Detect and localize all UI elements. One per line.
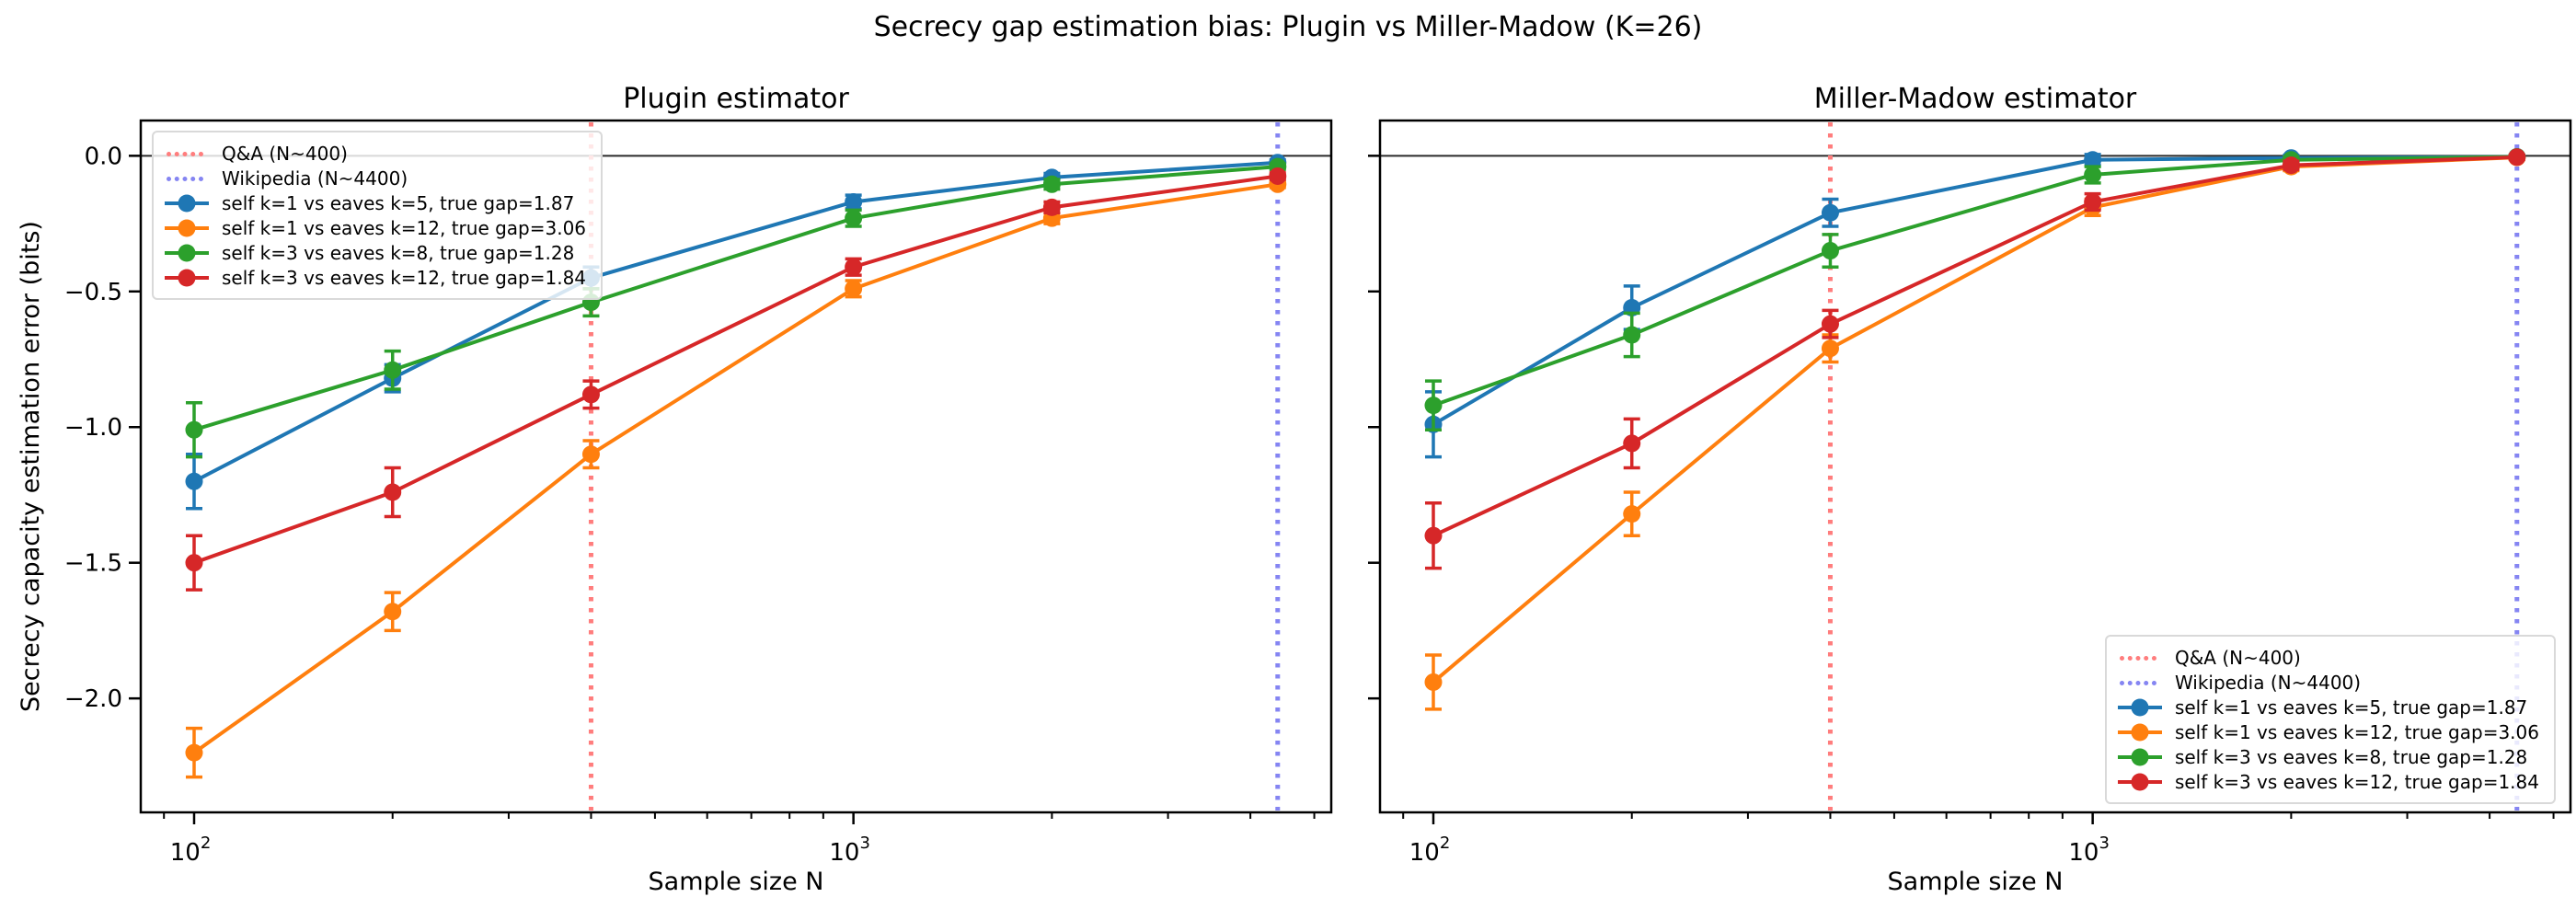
- x-axis-tick-label: 103: [2068, 834, 2110, 867]
- legend-entry: self k=3 vs eaves k=8, true gap=1.28: [165, 240, 586, 265]
- data-point-marker: [1042, 175, 1061, 193]
- legend-entry-label: self k=3 vs eaves k=12, true gap=1.84: [222, 266, 587, 289]
- legend-entry: Q&A (N~400): [165, 141, 586, 166]
- x-axis-label: Sample size N: [1888, 868, 2064, 896]
- data-point-marker: [845, 192, 863, 211]
- data-point-marker: [2282, 156, 2300, 175]
- data-point-marker: [1821, 203, 1839, 222]
- legend-entry-label: Wikipedia (N~4400): [222, 167, 408, 190]
- y-axis-tick-label: −1.0: [64, 414, 122, 442]
- legend-entry: self k=3 vs eaves k=12, true gap=1.84: [2117, 769, 2539, 794]
- series-line: [1432, 155, 2517, 684]
- figure-suptitle: Secrecy gap estimation bias: Plugin vs M…: [873, 11, 1703, 43]
- legend-entry: self k=3 vs eaves k=8, true gap=1.28: [2117, 744, 2539, 769]
- dotted-line-swatch-icon: [2118, 649, 2162, 667]
- data-point-marker: [1623, 434, 1641, 453]
- series-line: [1432, 155, 2517, 427]
- legend-entry: Wikipedia (N~4400): [2118, 670, 2539, 695]
- series-line: [1432, 155, 2517, 408]
- data-point-marker: [2508, 148, 2526, 167]
- data-point-marker: [185, 472, 203, 490]
- data-point-marker: [185, 420, 203, 439]
- legend-entry-label: Q&A (N~400): [222, 142, 348, 165]
- x-axis-tick-label: 102: [170, 834, 212, 867]
- panel-title: Plugin estimator: [623, 83, 849, 115]
- legend-entry: self k=1 vs eaves k=12, true gap=3.06: [2117, 719, 2539, 744]
- legend-entry-label: self k=3 vs eaves k=8, true gap=1.28: [222, 241, 575, 264]
- data-point-marker: [581, 385, 600, 404]
- x-axis-tick-label: 102: [1409, 834, 1451, 867]
- data-point-marker: [1424, 673, 1443, 691]
- data-point-marker: [1042, 198, 1061, 216]
- dotted-line-swatch-icon: [165, 169, 209, 188]
- legend-entry-label: Wikipedia (N~4400): [2174, 671, 2362, 694]
- miller-madow-panel: 102 103 Miller-Madow estimator Sample size …: [1368, 83, 2572, 896]
- series-line: [193, 160, 1278, 483]
- data-point-marker: [581, 445, 600, 464]
- legend-entry: self k=1 vs eaves k=5, true gap=1.87: [165, 190, 586, 215]
- legend-entry-label: self k=1 vs eaves k=5, true gap=1.87: [222, 191, 575, 214]
- y-axis-tick-label: −1.5: [64, 550, 122, 578]
- data-point-marker: [1821, 242, 1839, 260]
- data-point-marker: [185, 743, 203, 762]
- legend-entry-label: self k=1 vs eaves k=12, true gap=3.06: [222, 216, 587, 239]
- line-marker-swatch-icon: [2117, 723, 2162, 742]
- y-axis-tick-label: 0.0: [85, 143, 122, 170]
- legend-entry: Q&A (N~400): [2118, 645, 2539, 670]
- line-marker-swatch-icon: [2117, 773, 2162, 791]
- legend-entry: self k=1 vs eaves k=5, true gap=1.87: [2117, 695, 2539, 719]
- data-point-marker: [845, 209, 863, 227]
- data-point-marker: [2084, 192, 2102, 211]
- data-point-marker: [384, 603, 402, 621]
- series-line: [1432, 155, 2517, 538]
- dotted-line-swatch-icon: [2118, 673, 2162, 692]
- panel-title: Miller-Madow estimator: [1814, 83, 2137, 115]
- line-marker-swatch-icon: [2117, 748, 2162, 766]
- data-point-marker: [1623, 326, 1641, 344]
- legend-entry-label: self k=1 vs eaves k=5, true gap=1.87: [2174, 696, 2528, 719]
- legend-entry: self k=1 vs eaves k=12, true gap=3.06: [165, 215, 586, 240]
- data-point-marker: [1424, 397, 1443, 415]
- data-point-marker: [1424, 526, 1443, 545]
- x-axis-tick-label: 103: [829, 834, 870, 867]
- x-axis-label: Sample size N: [649, 868, 824, 896]
- line-marker-swatch-icon: [165, 244, 209, 262]
- data-point-marker: [2084, 151, 2102, 169]
- y-axis-tick-label: −2.0: [64, 685, 122, 713]
- data-point-marker: [1269, 167, 1287, 185]
- data-point-marker: [384, 361, 402, 379]
- y-axis-tick-label: −0.5: [64, 279, 122, 306]
- data-point-marker: [1821, 315, 1839, 333]
- series-line: [193, 165, 1278, 432]
- data-point-marker: [1821, 339, 1839, 358]
- y-axis-label: Secrecy capacity estimation error (bits): [17, 221, 45, 712]
- data-point-marker: [2084, 166, 2102, 184]
- legend-miller-madow: Q&A (N~400) Wikipedia (N~4400) self k=1 vs…: [2104, 635, 2556, 804]
- data-point-marker: [1623, 505, 1641, 523]
- data-point-marker: [845, 280, 863, 298]
- legend-entry-label: self k=1 vs eaves k=12, true gap=3.06: [2174, 720, 2539, 743]
- data-point-marker: [185, 554, 203, 572]
- legend-entry: Wikipedia (N~4400): [165, 166, 586, 190]
- legend-entry-label: self k=3 vs eaves k=12, true gap=1.84: [2174, 770, 2539, 793]
- line-marker-swatch-icon: [165, 194, 209, 213]
- data-point-marker: [845, 258, 863, 276]
- legend-entry-label: Q&A (N~400): [2174, 646, 2301, 669]
- legend-entry-label: self k=3 vs eaves k=8, true gap=1.28: [2174, 745, 2528, 768]
- line-marker-swatch-icon: [165, 269, 209, 287]
- data-point-marker: [384, 483, 402, 501]
- panel-border: [1378, 119, 2572, 814]
- panel-border: [139, 119, 1333, 814]
- line-marker-swatch-icon: [165, 219, 209, 237]
- plugin-panel: 102 103 0.0 −0.5 −1.0 −1.5 −2.0 Plugin estimato…: [17, 83, 1333, 896]
- legend-plugin-estimator: Q&A (N~400) Wikipedia (N~4400) self k=1 vs…: [152, 131, 604, 300]
- line-marker-swatch-icon: [2117, 698, 2162, 717]
- legend-entry: self k=3 vs eaves k=12, true gap=1.84: [165, 265, 586, 290]
- series-line: [193, 174, 1279, 565]
- dotted-line-swatch-icon: [165, 144, 209, 163]
- series-line: [192, 182, 1279, 754]
